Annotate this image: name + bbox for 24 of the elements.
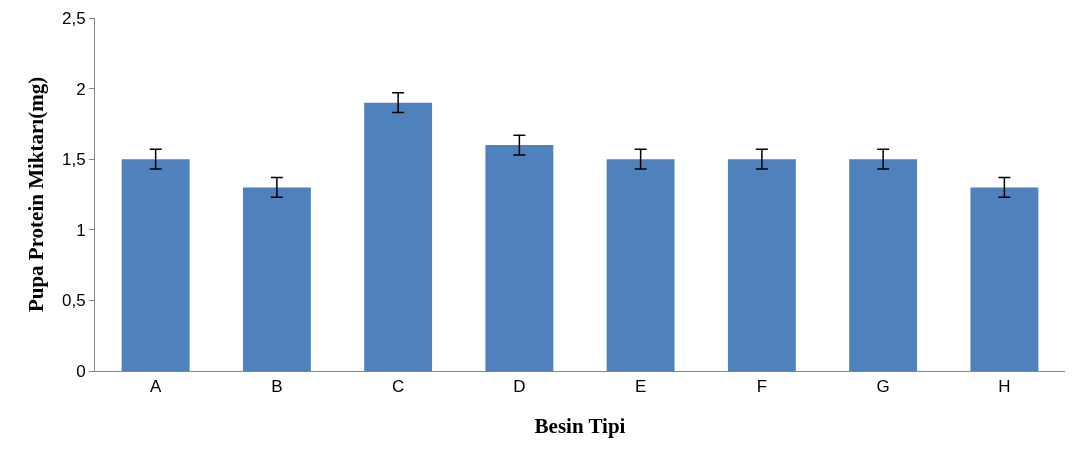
y-axis-title: Pupa Protein Miktarı(mg) — [24, 76, 49, 313]
y-tick-label: 1 — [76, 220, 86, 240]
bar — [121, 159, 190, 371]
bar — [606, 159, 675, 371]
x-tick-label: C — [391, 377, 405, 397]
bar — [727, 159, 796, 371]
x-tick-label: B — [271, 377, 283, 397]
x-tick-label: H — [998, 377, 1011, 397]
x-tick-label: D — [513, 377, 526, 397]
bar — [485, 145, 554, 371]
y-tick-label: 0,5 — [61, 291, 86, 311]
bar — [364, 102, 433, 371]
x-tick-label: F — [756, 377, 768, 397]
y-tick-label: 1,5 — [61, 150, 86, 170]
x-tick-label: G — [876, 377, 890, 397]
y-tick-label: 0 — [76, 361, 86, 381]
x-axis-title: Besin Tipi — [534, 413, 626, 438]
y-tick-label: 2,5 — [61, 8, 86, 28]
y-tick-label: 2 — [76, 79, 86, 99]
bar — [242, 187, 311, 371]
bar — [849, 159, 918, 371]
x-tick-label: E — [634, 377, 647, 397]
x-tick-label: A — [149, 377, 162, 397]
bar — [970, 187, 1039, 371]
